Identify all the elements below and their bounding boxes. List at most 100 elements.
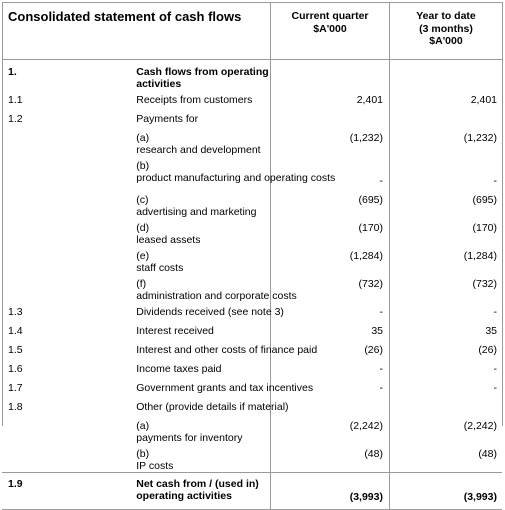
line-item-row: (c)advertising and marketing (695) (695) xyxy=(2,190,502,218)
total-current-quarter: (3,993) xyxy=(270,472,390,510)
line-number xyxy=(2,156,136,190)
line-description: (b)product manufacturing and operating c… xyxy=(136,156,335,190)
line-items: 1.1 Receipts from customers 2,401 2,401 1.2 P… xyxy=(2,90,502,473)
line-number xyxy=(2,246,136,274)
year-to-date-header: Year to date (3 months) $A'000 xyxy=(389,2,502,60)
current-quarter-value: 35 xyxy=(270,321,390,340)
year-to-date-value: (48) xyxy=(389,444,502,473)
year-to-date-value: (695) xyxy=(389,190,502,218)
line-item-row: 1.2 Payments for xyxy=(2,109,502,128)
current-quarter-value: - xyxy=(270,359,390,378)
year-to-date-value: - xyxy=(389,156,502,190)
line-label: Government grants and tax incentives xyxy=(136,382,314,394)
year-to-date-value: - xyxy=(389,302,502,321)
line-item-row: (f)administration and corporate costs (73… xyxy=(2,274,502,302)
header-row: Consolidated statement of cash flows Cur… xyxy=(2,2,502,60)
line-label: administration and corporate costs xyxy=(136,290,297,302)
line-item-row: 1.7 Government grants and tax incentives -… xyxy=(2,378,502,397)
current-quarter-value: - xyxy=(270,378,390,397)
line-label: Other (provide details if material) xyxy=(136,401,289,413)
line-letter: (a) xyxy=(136,132,150,144)
line-number: 1.7 xyxy=(8,382,23,394)
line-item-row: (d)leased assets (170) (170) xyxy=(2,218,502,246)
year-to-date-value: - xyxy=(389,378,502,397)
line-letter: (f) xyxy=(136,278,147,290)
line-description: Receipts from customers xyxy=(136,90,270,109)
current-quarter-value xyxy=(270,397,390,416)
line-label: Interest received xyxy=(136,325,214,337)
line-label: Income taxes paid xyxy=(136,363,222,375)
line-description: (e)staff costs xyxy=(136,246,270,274)
line-description: (c)advertising and marketing xyxy=(136,190,270,218)
line-label: advertising and marketing xyxy=(136,206,257,218)
total-label: Net cash from / (used in) operating acti… xyxy=(136,472,271,510)
year-to-date-value: (170) xyxy=(389,218,502,246)
line-number: 1.2 xyxy=(8,113,23,125)
line-number: 1.8 xyxy=(8,401,23,413)
line-item-row: (e)staff costs (1,284) (1,284) xyxy=(2,246,502,274)
line-description: Payments for xyxy=(136,109,270,128)
line-label: IP costs xyxy=(136,460,174,472)
line-item-row: (a)research and development (1,232) (1,232… xyxy=(2,128,502,156)
total-year-to-date: (3,993) xyxy=(389,472,502,510)
current-quarter-value: - xyxy=(270,302,390,321)
line-label: Dividends received (see note 3) xyxy=(136,306,284,318)
section-heading-row: 1. Cash flows from operating activities xyxy=(2,59,502,90)
year-to-date-value xyxy=(389,397,502,416)
line-description: Interest and other costs of finance paid xyxy=(136,340,317,359)
year-to-date-value: 2,401 xyxy=(389,90,502,109)
current-quarter-value: (732) xyxy=(270,274,390,302)
current-quarter-value: (1,284) xyxy=(270,246,390,274)
year-to-date-value: - xyxy=(389,359,502,378)
current-quarter-value: (170) xyxy=(270,218,390,246)
current-quarter-value: (1,232) xyxy=(270,128,390,156)
current-quarter-value: (695) xyxy=(270,190,390,218)
current-quarter-value: - xyxy=(270,156,390,190)
current-quarter-value: 2,401 xyxy=(270,90,390,109)
line-number xyxy=(2,274,136,302)
line-item-row: 1.3 Dividends received (see note 3) - - xyxy=(2,302,502,321)
line-number: 1.3 xyxy=(8,306,23,318)
line-letter: (a) xyxy=(136,420,150,432)
line-label: leased assets xyxy=(136,234,201,246)
line-item-row: 1.8 Other (provide details if material) xyxy=(2,397,502,416)
line-item-row: 1.1 Receipts from customers 2,401 2,401 xyxy=(2,90,502,109)
line-label: Payments for xyxy=(136,113,199,125)
current-quarter-value: (26) xyxy=(270,340,390,359)
line-item-row: 1.5 Interest and other costs of finance p… xyxy=(2,340,502,359)
year-to-date-value: 35 xyxy=(389,321,502,340)
total-row: 1.9 Net cash from / (used in) operating … xyxy=(2,472,502,510)
line-number xyxy=(2,128,136,156)
line-description: (b)IP costs xyxy=(136,444,270,473)
line-number: 1.5 xyxy=(8,344,23,356)
year-to-date-value xyxy=(389,109,502,128)
line-letter: (c) xyxy=(136,194,149,206)
line-description: Government grants and tax incentives xyxy=(136,378,313,397)
line-description: Other (provide details if material) xyxy=(136,397,288,416)
total-number: 1.9 xyxy=(2,472,137,510)
line-description: Income taxes paid xyxy=(136,359,270,378)
line-label: Interest and other costs of finance paid xyxy=(136,344,318,356)
year-to-date-value: (26) xyxy=(389,340,502,359)
line-number: 1.1 xyxy=(8,94,23,106)
line-number xyxy=(2,416,136,444)
line-letter: (e) xyxy=(136,250,150,262)
current-quarter-header: Current quarter $A'000 xyxy=(270,2,390,60)
line-label: payments for inventory xyxy=(136,432,243,444)
line-item-row: 1.4 Interest received 35 35 xyxy=(2,321,502,340)
line-description: Interest received xyxy=(136,321,270,340)
line-description: (a)research and development xyxy=(136,128,270,156)
line-item-row: (a)payments for inventory (2,242) (2,242) xyxy=(2,416,502,444)
line-item-row: (b)IP costs (48) (48) xyxy=(2,444,502,473)
line-description: (d)leased assets xyxy=(136,218,270,246)
line-item-row: (b)product manufacturing and operating c… xyxy=(2,156,502,190)
line-description: Dividends received (see note 3) xyxy=(136,302,284,321)
line-item-row: 1.6 Income taxes paid - - xyxy=(2,359,502,378)
year-to-date-value: (732) xyxy=(389,274,502,302)
current-quarter-value xyxy=(270,109,390,128)
line-number xyxy=(2,190,136,218)
line-number xyxy=(2,444,136,473)
line-number: 1.6 xyxy=(8,363,23,375)
